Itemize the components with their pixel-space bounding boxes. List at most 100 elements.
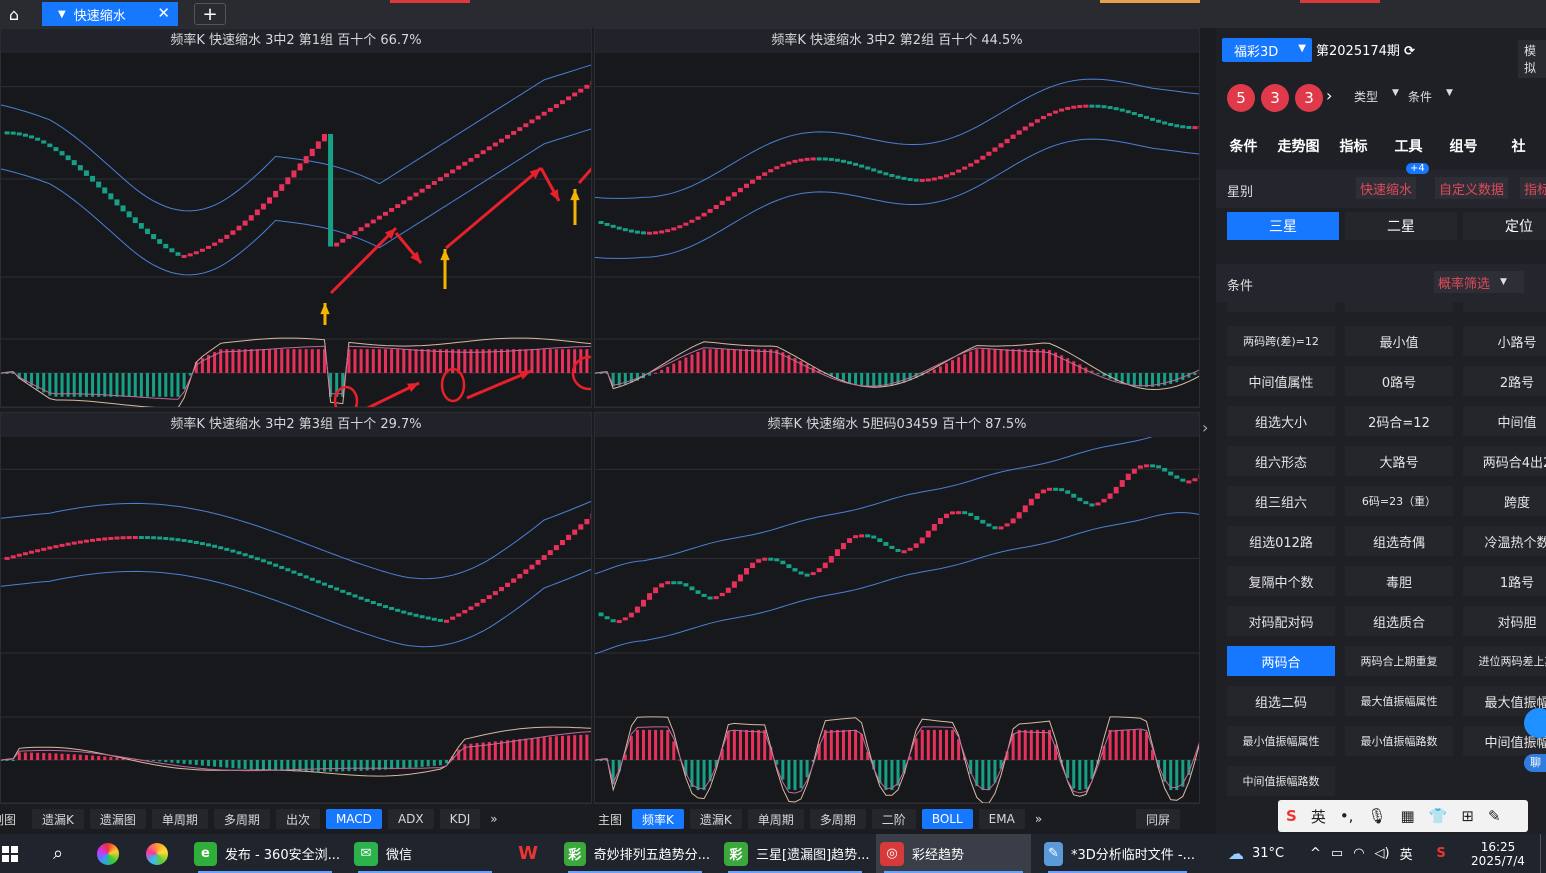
condition-button[interactable]: 1路号 (1463, 566, 1546, 596)
condition-button[interactable]: 0路号 (1345, 366, 1453, 396)
home-icon[interactable]: ⌂ (8, 4, 20, 24)
chip-custom-data[interactable]: 自定义数据 (1435, 177, 1509, 199)
condition-button[interactable]: 组选大小 (1227, 406, 1335, 436)
condition-button[interactable]: 组六形态 (1227, 446, 1335, 476)
left-tool-2[interactable]: 遗漏图 (89, 809, 146, 829)
condition-button[interactable]: 组选二码 (1227, 686, 1335, 716)
tab-quick-shrink[interactable]: ▼ 快速缩水 ✕ (42, 2, 178, 26)
taskbar-app[interactable]: 彩三星[遗漏图]趋势... (720, 834, 870, 873)
condition-button[interactable]: 毒胆 (1345, 566, 1453, 596)
show-desktop[interactable] (1540, 834, 1546, 873)
condition-button[interactable]: 中间值 (1463, 406, 1546, 436)
taskbar-app[interactable]: e 发布 - 360安全浏... (190, 834, 340, 873)
condition-button[interactable]: 进位两码差上期 (1463, 646, 1546, 676)
side-nav-1[interactable]: 走势图 (1277, 139, 1320, 155)
side-nav-5[interactable]: 社 (1511, 139, 1526, 155)
more-icon[interactable]: » (1034, 812, 1043, 826)
type-select[interactable]: 类型 ▼ (1354, 88, 1399, 105)
segment-two-star[interactable]: 二星 (1345, 212, 1457, 240)
segment-position[interactable]: 定位 (1463, 212, 1546, 240)
battery-icon[interactable]: ▭ (1330, 846, 1344, 861)
chart-panel-3[interactable]: 频率K 快速缩水 3中2 第3组 百十个 29.7% (0, 412, 592, 804)
segment-three-star[interactable]: 三星 (1227, 212, 1339, 240)
taskbar-app[interactable]: 彩奇妙排列五趋势分... (560, 834, 710, 873)
chart-panel-2[interactable]: 频率K 快速缩水 3中2 第2组 百十个 44.5% (594, 28, 1200, 408)
right-tool-4[interactable]: 二阶 (871, 809, 916, 829)
search-icon[interactable]: ⌕ (52, 843, 64, 864)
assistant-float-icon[interactable] (1524, 708, 1546, 738)
taskbar-app[interactable]: ✎ *3D分析临时文件 -... (1040, 834, 1195, 873)
condition-button[interactable]: 中间值属性 (1227, 366, 1335, 396)
condition-button[interactable]: 2码合=12 (1345, 406, 1453, 436)
condition-button[interactable]: 最大值振幅属性 (1345, 686, 1453, 716)
probability-filter[interactable]: 概率筛选 ▼ (1434, 271, 1524, 293)
condition-button[interactable]: 6码=23（重） (1345, 486, 1453, 516)
chart-panel-4[interactable]: 频率K 快速缩水 5胆码03459 百十个 87.5% (594, 412, 1200, 804)
condition-button[interactable]: 对码配对码 (1227, 606, 1335, 636)
condition-button[interactable]: 组选质合 (1345, 606, 1453, 636)
left-tool-5[interactable]: 出次 (275, 809, 320, 829)
right-tool-3[interactable]: 多周期 (809, 809, 866, 829)
condition-button[interactable]: 跨度 (1463, 486, 1546, 516)
condition-button[interactable]: 冷温热个数 (1463, 526, 1546, 556)
condition-button[interactable]: 最小值振幅属性 (1227, 726, 1335, 756)
chip-quick-shrink[interactable]: 快速缩水 (1356, 177, 1417, 199)
condition-select[interactable]: 条件 ▼ (1408, 88, 1453, 105)
collapse-arrow-icon[interactable]: › (1202, 418, 1209, 437)
condition-button[interactable]: 小路号 (1463, 326, 1546, 356)
side-nav-4[interactable]: 组号 (1449, 139, 1478, 155)
left-tool-4[interactable]: 多周期 (213, 809, 270, 829)
chat-tag[interactable]: 聊 (1524, 754, 1546, 772)
condition-button[interactable]: 大路号 (1345, 446, 1453, 476)
ime-item-7[interactable]: ✎ (1487, 807, 1501, 825)
ime-item-6[interactable]: ⊞ (1461, 807, 1474, 825)
condition-button[interactable]: 中间值振幅 (1463, 726, 1546, 756)
network-icon[interactable]: ◠ (1353, 846, 1365, 861)
condition-button[interactable]: 最小值振幅路数 (1345, 726, 1453, 756)
side-nav-0[interactable]: 条件 (1229, 139, 1258, 155)
right-tool-0[interactable]: 频率K (632, 809, 684, 829)
close-icon[interactable]: ✕ (157, 4, 170, 22)
ime-item-4[interactable]: ▦ (1400, 807, 1415, 825)
side-nav-2[interactable]: 指标 (1339, 139, 1368, 155)
ime-item-2[interactable]: •, (1339, 807, 1354, 825)
chevron-up-icon[interactable]: ^ (1310, 846, 1321, 861)
same-screen-button[interactable]: 同屏 (1136, 809, 1181, 829)
ime-item-3[interactable]: 🎙 (1367, 807, 1387, 825)
simulate-button[interactable]: 模拟 (1518, 40, 1546, 78)
refresh-icon[interactable]: ⟳ (1404, 44, 1415, 59)
right-tool-6[interactable]: EMA (978, 809, 1025, 829)
right-tool-1[interactable]: 遗漏K (689, 809, 742, 829)
condition-button[interactable]: 两码合4出2 (1463, 446, 1546, 476)
condition-button[interactable]: 最小值 (1345, 326, 1453, 356)
condition-button[interactable]: 中间值振幅路数 (1227, 766, 1335, 796)
condition-button[interactable]: 对码胆 (1463, 606, 1546, 636)
right-tool-2[interactable]: 单周期 (747, 809, 804, 829)
left-tool-3[interactable]: 单周期 (151, 809, 208, 829)
volume-icon[interactable]: ◁) (1374, 846, 1390, 861)
chevron-right-icon[interactable]: › (1326, 86, 1333, 105)
condition-button[interactable]: 两码跨(差)=12 (1227, 326, 1335, 356)
app-color-icon[interactable] (143, 834, 171, 873)
taskbar-app[interactable]: ✉ 微信 (350, 834, 500, 873)
app-color-icon[interactable] (94, 834, 122, 873)
left-tool-1[interactable]: 遗漏K (32, 809, 84, 829)
clock[interactable]: 16:25 2025/7/4 (1462, 834, 1534, 873)
more-icon[interactable]: » (490, 812, 498, 826)
condition-button[interactable]: 组选012路 (1227, 526, 1335, 556)
taskbar-app[interactable]: ◎ 彩经趋势 (876, 834, 1031, 873)
windows-start-icon[interactable] (0, 834, 20, 873)
chart-2[interactable] (595, 53, 1200, 408)
chart-1[interactable] (1, 53, 592, 408)
chip-indicator[interactable]: 指标 (1520, 177, 1546, 199)
ime-item-1[interactable]: 英 (1310, 807, 1326, 826)
condition-button[interactable]: 复隔中个数 (1227, 566, 1335, 596)
left-tool-6[interactable]: MACD (325, 809, 382, 829)
ime-item-5[interactable]: 👕 (1428, 807, 1448, 825)
sogou-icon[interactable]: S (1436, 846, 1446, 861)
ime-item-0[interactable]: S (1286, 807, 1297, 825)
condition-button[interactable]: 两码合上期重复 (1345, 646, 1453, 676)
right-tool-5[interactable]: BOLL (921, 809, 973, 829)
lottery-select[interactable]: 福彩3D ▼ (1222, 38, 1312, 62)
chart-panel-1[interactable]: 频率K 快速缩水 3中2 第1组 百十个 66.7% (0, 28, 592, 408)
